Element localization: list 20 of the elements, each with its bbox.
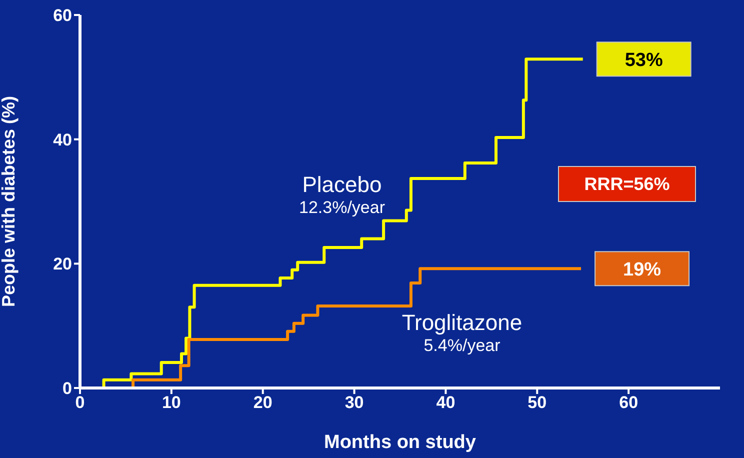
annotation: 12.3%/year [298, 198, 386, 218]
annotation: RRR=56% [558, 166, 696, 202]
x-tick-label: 0 [75, 393, 85, 412]
x-tick-label: 60 [619, 393, 638, 412]
x-tick-label: 20 [253, 393, 272, 412]
annotation: 5.4%/year [422, 336, 502, 356]
y-tick-label: 0 [62, 379, 72, 398]
series-label: Placebo [301, 172, 383, 198]
x-tick-label: 10 [162, 393, 181, 412]
y-tick-label: 20 [53, 254, 72, 274]
y-tick-label: 60 [53, 6, 72, 26]
y-tick-label: 40 [53, 130, 72, 150]
y-axis-title: People with diabetes (%) [0, 96, 18, 308]
series-label: Troglitazone [400, 310, 524, 336]
x-axis-title: Months on study [324, 432, 476, 453]
annotation: 19% [623, 260, 662, 281]
x-tick-label: 50 [528, 393, 547, 412]
x-tick-label: 30 [344, 393, 364, 412]
x-tick-label: 40 [436, 393, 456, 412]
annotation: 53% [624, 50, 663, 72]
